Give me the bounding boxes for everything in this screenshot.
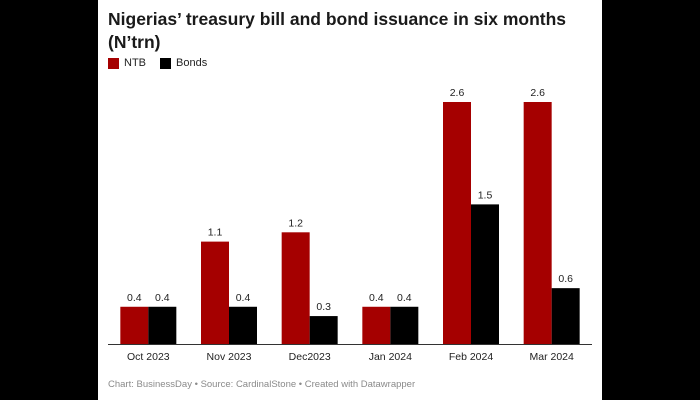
value-label-ntb-dec2023: 1.2 — [288, 217, 303, 229]
x-tick-label-nov-2023: Nov 2023 — [207, 351, 252, 363]
value-label-ntb-oct-2023: 0.4 — [127, 292, 142, 304]
value-label-bonds-oct-2023: 0.4 — [155, 292, 170, 304]
bar-ntb-oct-2023 — [120, 306, 149, 344]
x-tick-label-mar-2024: Mar 2024 — [529, 351, 574, 363]
legend-label-bonds: Bonds — [176, 57, 208, 69]
footer-separator: • — [191, 379, 201, 390]
value-label-bonds-feb-2024: 1.5 — [478, 189, 493, 201]
bar-chart: 0.4 0.4 Oct 2023 1.1 0.4 Nov 2023 1.2 0.3 Dec202… — [108, 87, 592, 363]
bar-bonds-feb-2024 — [471, 204, 499, 344]
value-label-ntb-feb-2024: 2.6 — [450, 87, 465, 99]
footer-separator: • — [296, 379, 305, 390]
value-label-bonds-dec2023: 0.3 — [316, 301, 331, 313]
x-tick-label-feb-2024: Feb 2024 — [449, 351, 494, 363]
bar-ntb-jan-2024 — [362, 306, 391, 344]
bar-ntb-nov-2023 — [201, 241, 229, 344]
value-label-bonds-nov-2023: 0.4 — [236, 292, 251, 304]
bar-ntb-dec2023 — [281, 232, 310, 344]
bar-bonds-oct-2023 — [148, 306, 177, 344]
footer-source: Source: CardinalStone — [200, 379, 297, 390]
value-label-ntb-mar-2024: 2.6 — [530, 87, 545, 99]
x-tick-label-dec2023: Dec2023 — [289, 351, 331, 363]
bar-ntb-feb-2024 — [443, 102, 471, 344]
legend-swatch-bonds — [160, 57, 171, 69]
value-label-bonds-jan-2024: 0.4 — [397, 292, 412, 304]
footer-credit: Chart: BusinessDay — [108, 379, 192, 390]
legend-label-ntb: NTB — [124, 57, 146, 69]
chart-legend: NTB Bonds — [108, 57, 221, 69]
chart-canvas: Nigerias’ treasury bill and bond issuanc… — [98, 0, 602, 400]
x-tick-label-oct-2023: Oct 2023 — [127, 351, 170, 363]
chart-title: Nigerias’ treasury bill and bond issuanc… — [108, 9, 567, 52]
chart-footer: Chart: BusinessDay • Source: CardinalSto… — [108, 379, 415, 390]
x-tick-label-jan-2024: Jan 2024 — [369, 351, 412, 363]
footer-created-with: Created with Datawrapper — [304, 379, 416, 390]
value-label-ntb-nov-2023: 1.1 — [208, 227, 223, 239]
bar-bonds-nov-2023 — [229, 306, 257, 344]
bar-bonds-jan-2024 — [390, 306, 419, 344]
bar-ntb-mar-2024 — [523, 102, 552, 344]
bar-bonds-mar-2024 — [551, 288, 580, 344]
legend-item-ntb: NTB — [108, 57, 146, 69]
legend-swatch-ntb — [108, 57, 119, 69]
legend-item-bonds: Bonds — [160, 57, 207, 69]
value-label-ntb-jan-2024: 0.4 — [369, 292, 384, 304]
bar-bonds-dec2023 — [309, 316, 338, 344]
value-label-bonds-mar-2024: 0.6 — [558, 273, 573, 285]
